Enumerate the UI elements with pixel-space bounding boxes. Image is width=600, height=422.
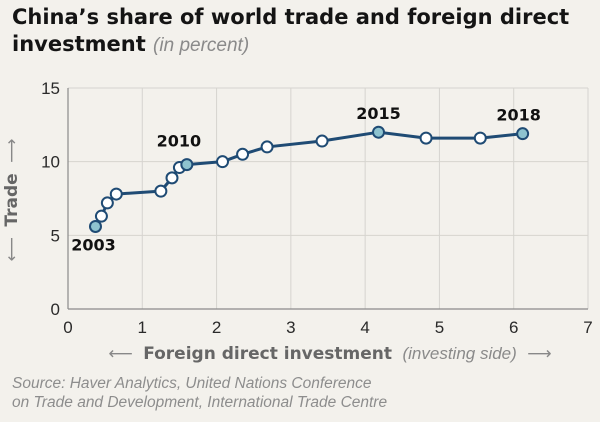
y-axis-title: ⟵ Trade ⟶ xyxy=(2,139,22,262)
data-point-2010 xyxy=(180,158,194,172)
x-tick-label-4: 4 xyxy=(360,318,369,337)
data-point-2006 xyxy=(109,187,123,201)
point-labels: 2003 2010 2015 2018 xyxy=(71,104,541,254)
data-point-2007 xyxy=(154,184,168,198)
data-point-2013 xyxy=(260,140,274,154)
data-point-2016 xyxy=(419,131,433,145)
x-tick-label-0: 0 xyxy=(63,318,72,337)
x-axis-label: Foreign direct investment xyxy=(143,344,392,364)
arrow-left-icon: ⟵ xyxy=(108,344,132,364)
x-tick-labels: 0 1 2 3 4 5 6 7 xyxy=(63,318,592,337)
chart-title: China’s share of world trade and foreign… xyxy=(12,4,592,59)
data-point-2011 xyxy=(216,155,230,169)
y-axis-label: Trade xyxy=(2,173,22,226)
y-tick-label-10: 10 xyxy=(41,153,60,172)
y-tick-label-15: 15 xyxy=(41,79,60,98)
y-tick-label-5: 5 xyxy=(51,226,60,245)
chart-title-text: China’s share of world trade and foreign… xyxy=(12,5,570,56)
x-tick-label-3: 3 xyxy=(286,318,295,337)
x-tick-label-1: 1 xyxy=(138,318,147,337)
arrow-up-icon: ⟶ xyxy=(2,139,22,163)
data-point-2015 xyxy=(372,125,386,139)
data-point-2003 xyxy=(88,219,102,233)
line-chart: 0 1 2 3 4 5 6 7 0 5 10 15 2003 2010 2015 2018 ⟵ Forei… xyxy=(2,79,593,364)
grid-lines xyxy=(68,87,589,309)
data-point-2008 xyxy=(165,171,179,185)
x-tick-label-6: 6 xyxy=(509,318,518,337)
source-line-1: Source: Haver Analytics, United Nations … xyxy=(12,375,372,392)
data-point-2012 xyxy=(236,147,250,161)
data-point-2014 xyxy=(315,134,329,148)
data-point-2004 xyxy=(94,209,108,223)
y-tick-label-0: 0 xyxy=(51,300,60,319)
arrow-down-icon: ⟵ xyxy=(2,237,22,261)
point-label-2010: 2010 xyxy=(157,132,202,151)
axes xyxy=(67,88,588,310)
data-point-2005 xyxy=(100,196,114,210)
source-note: Source: Haver Analytics, United Nations … xyxy=(12,374,592,412)
arrow-right-icon: ⟶ xyxy=(527,344,551,364)
point-label-2003: 2003 xyxy=(71,235,116,254)
x-tick-label-2: 2 xyxy=(212,318,221,337)
x-tick-label-5: 5 xyxy=(435,318,444,337)
data-point-2018 xyxy=(516,127,530,141)
data-point-2017 xyxy=(473,131,487,145)
x-axis-title: ⟵ Foreign direct investment (investing s… xyxy=(108,344,551,364)
x-axis-note: (investing side) xyxy=(402,344,516,363)
source-line-2: on Trade and Development, International … xyxy=(12,394,388,411)
point-label-2018: 2018 xyxy=(496,106,541,125)
x-tick-label-7: 7 xyxy=(583,318,592,337)
series-china xyxy=(88,125,530,233)
point-label-2015: 2015 xyxy=(356,104,401,123)
chart-subtitle: (in percent) xyxy=(153,35,250,56)
y-tick-labels: 0 5 10 15 xyxy=(41,79,60,319)
